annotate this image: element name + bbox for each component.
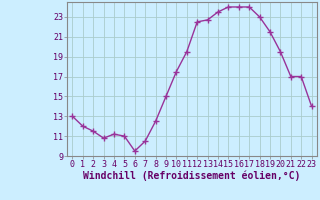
X-axis label: Windchill (Refroidissement éolien,°C): Windchill (Refroidissement éolien,°C)	[83, 171, 301, 181]
